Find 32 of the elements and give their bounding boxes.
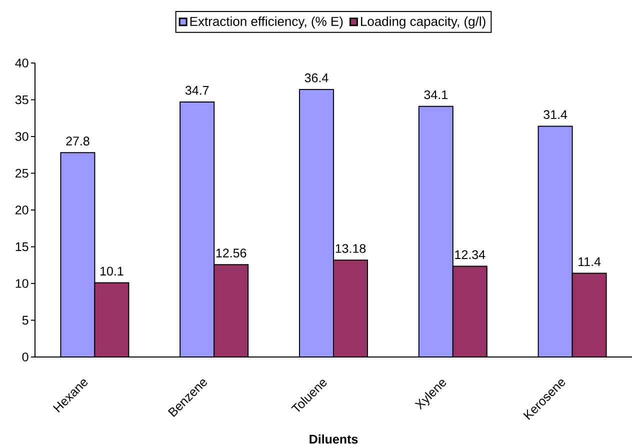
data-label: 27.8 xyxy=(66,136,90,146)
y-tick-label: 35 xyxy=(15,95,28,104)
bar xyxy=(180,102,214,358)
legend-label: Extraction efficiency, (% E) xyxy=(190,16,343,29)
legend-label: Loading capacity, (g/l) xyxy=(361,16,486,29)
data-label: 12.34 xyxy=(455,250,486,260)
data-label: 34.7 xyxy=(185,86,209,95)
bar xyxy=(214,264,248,358)
data-label: 36.4 xyxy=(304,73,328,82)
bar xyxy=(334,260,368,358)
bar xyxy=(572,272,607,358)
data-label: 11.4 xyxy=(578,257,601,266)
bar xyxy=(60,152,95,358)
bar xyxy=(452,266,487,358)
x-axis-title: Diluents xyxy=(310,434,358,444)
bar xyxy=(94,282,129,358)
data-label: 13.18 xyxy=(336,244,366,253)
bar xyxy=(538,126,573,358)
data-label: 34.1 xyxy=(424,90,448,100)
data-label: 12.56 xyxy=(216,248,246,258)
y-tick-label: 0 xyxy=(22,352,28,362)
bar xyxy=(299,89,334,358)
y-tick-label: 40 xyxy=(15,58,28,68)
y-tick-label: 25 xyxy=(16,168,28,178)
data-label: 10.1 xyxy=(100,266,124,276)
y-tick-label: 15 xyxy=(16,242,28,252)
bar xyxy=(418,106,453,358)
data-label: 31.4 xyxy=(544,110,568,120)
y-tick-label: 5 xyxy=(22,316,28,325)
y-tick-label: 30 xyxy=(15,132,28,141)
y-tick-label: 10 xyxy=(16,279,28,288)
y-tick-label: 20 xyxy=(16,206,28,214)
